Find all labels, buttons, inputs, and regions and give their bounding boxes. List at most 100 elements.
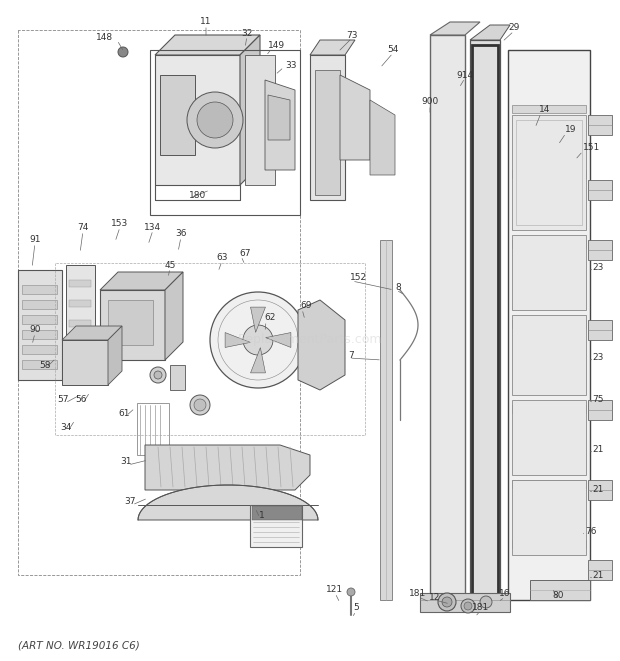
Polygon shape: [340, 75, 370, 160]
Circle shape: [118, 47, 128, 57]
Polygon shape: [420, 593, 510, 612]
Polygon shape: [370, 100, 395, 175]
Text: 8: 8: [395, 282, 401, 292]
Polygon shape: [512, 400, 586, 475]
Text: 181: 181: [409, 590, 427, 598]
Circle shape: [461, 599, 475, 613]
Text: 29: 29: [508, 24, 520, 32]
Text: 180: 180: [189, 190, 206, 200]
Text: (ART NO. WR19016 C6): (ART NO. WR19016 C6): [18, 640, 140, 650]
Polygon shape: [588, 480, 612, 500]
Text: 57: 57: [57, 395, 69, 405]
Polygon shape: [588, 400, 612, 420]
Text: 75: 75: [592, 395, 603, 405]
Text: 151: 151: [583, 143, 600, 153]
Text: 37: 37: [124, 498, 136, 506]
Text: 19: 19: [565, 126, 577, 134]
Text: 21: 21: [592, 572, 603, 580]
Text: 67: 67: [239, 249, 250, 258]
Polygon shape: [470, 40, 500, 608]
Text: ReplacementParts.com: ReplacementParts.com: [237, 334, 383, 346]
Polygon shape: [160, 75, 195, 155]
Polygon shape: [588, 320, 612, 340]
Text: 121: 121: [327, 586, 343, 594]
Circle shape: [210, 292, 306, 388]
Polygon shape: [108, 326, 122, 385]
Polygon shape: [508, 50, 590, 600]
Polygon shape: [512, 115, 586, 230]
Text: 153: 153: [112, 219, 128, 229]
Polygon shape: [100, 290, 165, 360]
Polygon shape: [138, 485, 318, 520]
Polygon shape: [170, 365, 185, 390]
Text: 23: 23: [592, 264, 603, 272]
Text: 73: 73: [346, 30, 358, 40]
Bar: [69, 300, 91, 307]
Text: 33: 33: [285, 61, 296, 69]
Polygon shape: [588, 560, 612, 580]
Polygon shape: [310, 40, 355, 55]
Bar: [250, 505, 302, 547]
Polygon shape: [588, 240, 612, 260]
Text: 62: 62: [264, 313, 275, 323]
Text: 61: 61: [118, 408, 130, 418]
Text: 74: 74: [78, 223, 89, 233]
Text: 21: 21: [592, 485, 603, 494]
Circle shape: [197, 102, 233, 138]
Circle shape: [243, 325, 273, 355]
Bar: [108, 300, 153, 345]
Bar: [69, 340, 91, 347]
Circle shape: [190, 395, 210, 415]
Polygon shape: [588, 180, 612, 200]
Circle shape: [194, 399, 206, 411]
Polygon shape: [155, 35, 260, 55]
Text: 80: 80: [552, 592, 564, 600]
Bar: [22, 315, 57, 324]
Circle shape: [154, 371, 162, 379]
Circle shape: [150, 367, 166, 383]
Polygon shape: [165, 272, 183, 360]
Text: 45: 45: [164, 260, 175, 270]
Text: 58: 58: [39, 360, 51, 369]
Circle shape: [480, 596, 492, 608]
Bar: [252, 506, 302, 520]
Polygon shape: [512, 170, 586, 178]
Polygon shape: [512, 405, 586, 413]
Polygon shape: [512, 235, 586, 310]
Text: 149: 149: [268, 42, 285, 50]
Text: 63: 63: [216, 254, 228, 262]
Text: 900: 900: [422, 98, 438, 106]
Polygon shape: [512, 315, 586, 395]
Text: 90: 90: [29, 325, 41, 334]
Polygon shape: [18, 270, 62, 380]
Polygon shape: [250, 307, 265, 332]
Polygon shape: [245, 55, 275, 185]
Text: 7: 7: [348, 350, 354, 360]
Text: 14: 14: [539, 106, 551, 114]
Polygon shape: [315, 70, 340, 195]
Polygon shape: [512, 540, 586, 548]
Polygon shape: [66, 265, 95, 370]
Text: 23: 23: [592, 354, 603, 362]
Text: 1: 1: [259, 510, 265, 520]
Text: 21: 21: [592, 446, 603, 455]
Bar: [22, 330, 57, 339]
Polygon shape: [240, 35, 260, 185]
Text: 56: 56: [75, 395, 87, 405]
Text: 91: 91: [29, 235, 41, 245]
Text: 76: 76: [585, 527, 596, 537]
Polygon shape: [470, 25, 510, 40]
Bar: [22, 360, 57, 369]
Text: 16: 16: [499, 590, 511, 598]
Polygon shape: [380, 240, 392, 600]
Circle shape: [464, 602, 472, 610]
Polygon shape: [62, 340, 108, 385]
Polygon shape: [145, 445, 310, 490]
Bar: [22, 345, 57, 354]
Text: 148: 148: [97, 32, 113, 42]
Bar: [137, 403, 169, 455]
Polygon shape: [100, 272, 183, 290]
Polygon shape: [155, 55, 240, 185]
Polygon shape: [250, 348, 265, 373]
Polygon shape: [512, 480, 586, 555]
